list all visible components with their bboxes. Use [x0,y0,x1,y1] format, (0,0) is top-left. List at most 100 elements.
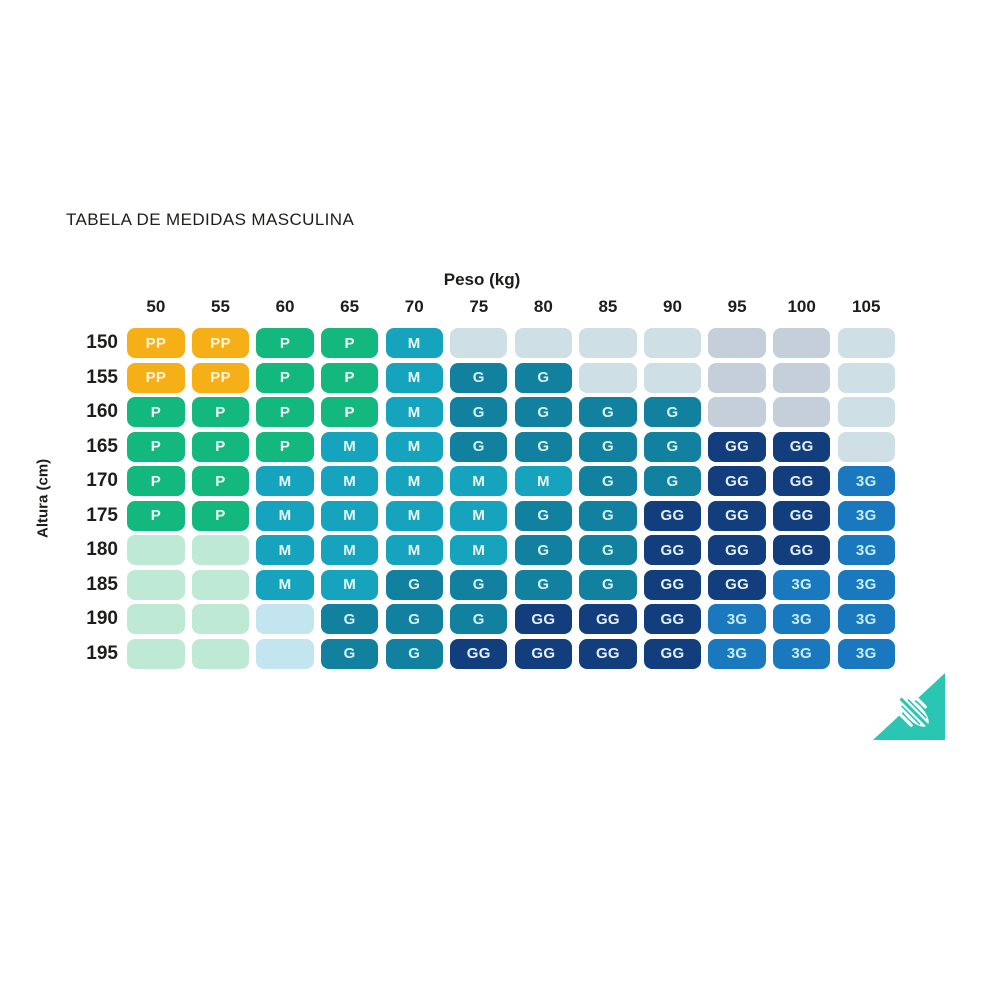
size-grid: 150 PP PP P P M 155 PP PP P P M G G 160 P P P P M G G G G 165 P P P… [60,328,895,669]
weight-header: 70 [404,297,424,316]
empty-cell [579,328,637,358]
empty-cell [837,328,895,358]
empty-cell [772,328,831,358]
weight-header: 100 [787,297,816,316]
size-cell: M [256,535,314,565]
size-cell: G [450,431,508,462]
size-cell: M [256,500,314,531]
empty-cell [837,431,895,462]
size-cell: P [191,466,250,496]
size-cell: GG [708,431,766,462]
size-cell: GG [708,535,766,565]
size-cell: G [514,362,573,393]
size-cell: 3G [772,638,831,669]
size-cell: 3G [837,500,895,531]
size-cell: M [320,535,379,565]
size-cell: M [385,328,443,358]
empty-cell [579,362,637,393]
size-cell: P [256,328,314,358]
empty-cell [708,362,766,393]
height-label: 165 [86,435,118,457]
empty-cell [643,328,702,358]
weight-header: 65 [340,297,360,316]
size-cell: G [385,638,443,669]
size-cell: P [256,397,314,427]
size-cell: GG [708,466,766,496]
size-cell: M [514,466,573,496]
empty-cell [256,638,314,669]
size-cell: G [385,569,443,600]
size-cell: GG [772,535,831,565]
size-cell: 3G [772,569,831,600]
weight-header: 55 [211,297,230,316]
size-cell: G [643,431,702,462]
empty-cell [643,362,702,393]
size-cell: GG [643,638,702,669]
size-cell: GG [514,638,573,669]
size-cell: GG [708,569,766,600]
size-cell: M [320,466,379,496]
size-cell: P [256,431,314,462]
size-cell: GG [450,638,508,669]
weight-header: 95 [727,297,747,316]
size-cell: M [385,362,443,393]
size-cell: M [256,569,314,600]
size-cell: GG [708,500,766,531]
height-label: 150 [86,332,118,353]
size-cell: P [191,500,250,531]
height-label: 180 [86,539,118,560]
size-cell: G [579,569,637,600]
empty-cell [708,328,766,358]
size-cell: G [579,397,637,427]
size-cell: GG [772,466,831,496]
size-cell: GG [643,500,702,531]
weight-header: 50 [146,297,166,316]
height-label: 190 [86,608,118,629]
size-cell: G [514,397,573,427]
size-cell: 3G [708,638,766,669]
header-spacer [60,296,120,318]
height-label: 170 [86,470,118,491]
size-cell: P [191,397,250,427]
size-cell: GG [643,569,702,600]
size-cell: PP [127,328,185,358]
x-axis-title: Peso (kg) [443,270,521,289]
size-cell: M [385,397,443,427]
empty-cell [127,604,185,634]
size-cell: M [385,466,443,496]
size-cell: G [643,466,702,496]
weight-header: 90 [663,297,682,316]
size-cell: P [127,500,185,531]
size-cell: G [579,535,637,565]
empty-cell [127,569,185,600]
size-cell: M [450,500,508,531]
size-cell: GG [772,431,831,462]
size-cell: PP [127,362,185,393]
weight-column-headers: 50 55 60 65 70 75 80 85 90 95 100 105 [60,296,895,318]
size-cell: M [320,431,379,462]
size-cell: G [385,604,443,634]
size-cell: 3G [837,638,895,669]
size-cell: M [450,466,508,496]
weight-header: 105 [852,297,881,316]
size-cell: G [320,604,379,634]
empty-cell [772,362,831,393]
size-cell: G [320,638,379,669]
size-cell: G [643,397,702,427]
size-cell: 3G [837,466,895,496]
size-cell: P [320,328,379,358]
empty-cell [708,397,766,427]
empty-cell [837,397,895,427]
size-cell: 3G [837,604,895,634]
size-cell: P [127,466,185,496]
size-cell: 3G [837,569,895,600]
weight-header: 75 [469,297,489,316]
size-cell: M [385,535,443,565]
size-cell: 3G [708,604,766,634]
page-title: TABELA DE MEDIDAS MASCULINA [66,210,355,229]
weight-header: 60 [275,297,295,316]
size-cell: M [256,466,314,496]
size-cell: G [450,362,508,393]
size-cell: G [514,569,573,600]
